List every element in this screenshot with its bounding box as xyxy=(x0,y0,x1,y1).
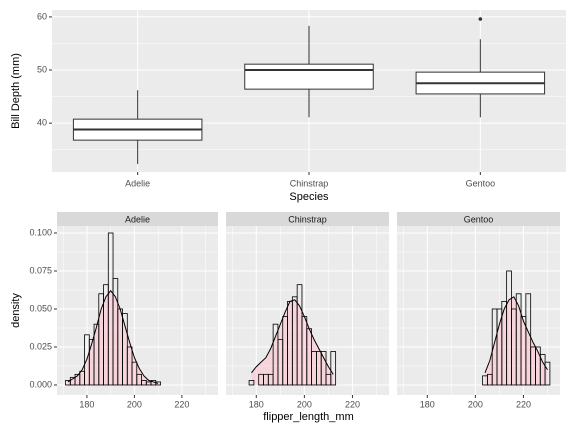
facet-title: Gentoo xyxy=(464,214,494,224)
x-tick-label: Gentoo xyxy=(466,178,496,188)
strip xyxy=(226,212,389,226)
y-tick-label: 60 xyxy=(37,11,47,21)
bar xyxy=(330,351,337,386)
strip xyxy=(397,212,560,226)
x-tick-label: 180 xyxy=(420,399,435,409)
y-axis-title: Bill Depth (mm) xyxy=(10,53,22,129)
bar xyxy=(131,361,138,386)
x-axis-title: flipper_length_mm xyxy=(263,411,354,423)
y-tick-label: 40 xyxy=(37,118,47,128)
x-tick-label: 200 xyxy=(127,399,142,409)
x-tick-label: 180 xyxy=(79,399,94,409)
facet-title: Chinstrap xyxy=(288,214,327,224)
x-tick-label: Chinstrap xyxy=(290,178,329,188)
y-axis-title: density xyxy=(10,293,22,328)
bar xyxy=(320,351,327,386)
x-tick-label: 220 xyxy=(516,399,531,409)
density-line xyxy=(484,296,548,373)
bar xyxy=(155,381,161,386)
bar xyxy=(544,361,551,386)
strip xyxy=(57,212,218,226)
bar xyxy=(136,373,142,386)
x-axis-title: Species xyxy=(289,191,329,203)
y-tick-label: 0.050 xyxy=(29,303,52,313)
y-tick-label: 0.025 xyxy=(29,341,52,351)
outlier xyxy=(478,17,483,21)
y-tick-label: 0.075 xyxy=(29,265,52,275)
x-tick-label: 200 xyxy=(297,399,312,409)
density-line xyxy=(251,299,334,375)
density-line xyxy=(67,289,159,384)
y-tick-label: 0.000 xyxy=(29,379,52,389)
bar xyxy=(525,293,532,386)
y-tick-label: 50 xyxy=(37,64,47,74)
box xyxy=(244,63,374,90)
x-tick-label: 220 xyxy=(174,399,189,409)
x-tick-label: 200 xyxy=(468,399,483,409)
x-tick-label: Adelie xyxy=(125,178,150,188)
x-tick-label: 220 xyxy=(345,399,360,409)
facet-title: Adelie xyxy=(125,214,150,224)
x-tick-label: 180 xyxy=(249,399,264,409)
bar xyxy=(248,380,255,386)
y-tick-label: 0.100 xyxy=(29,227,52,237)
